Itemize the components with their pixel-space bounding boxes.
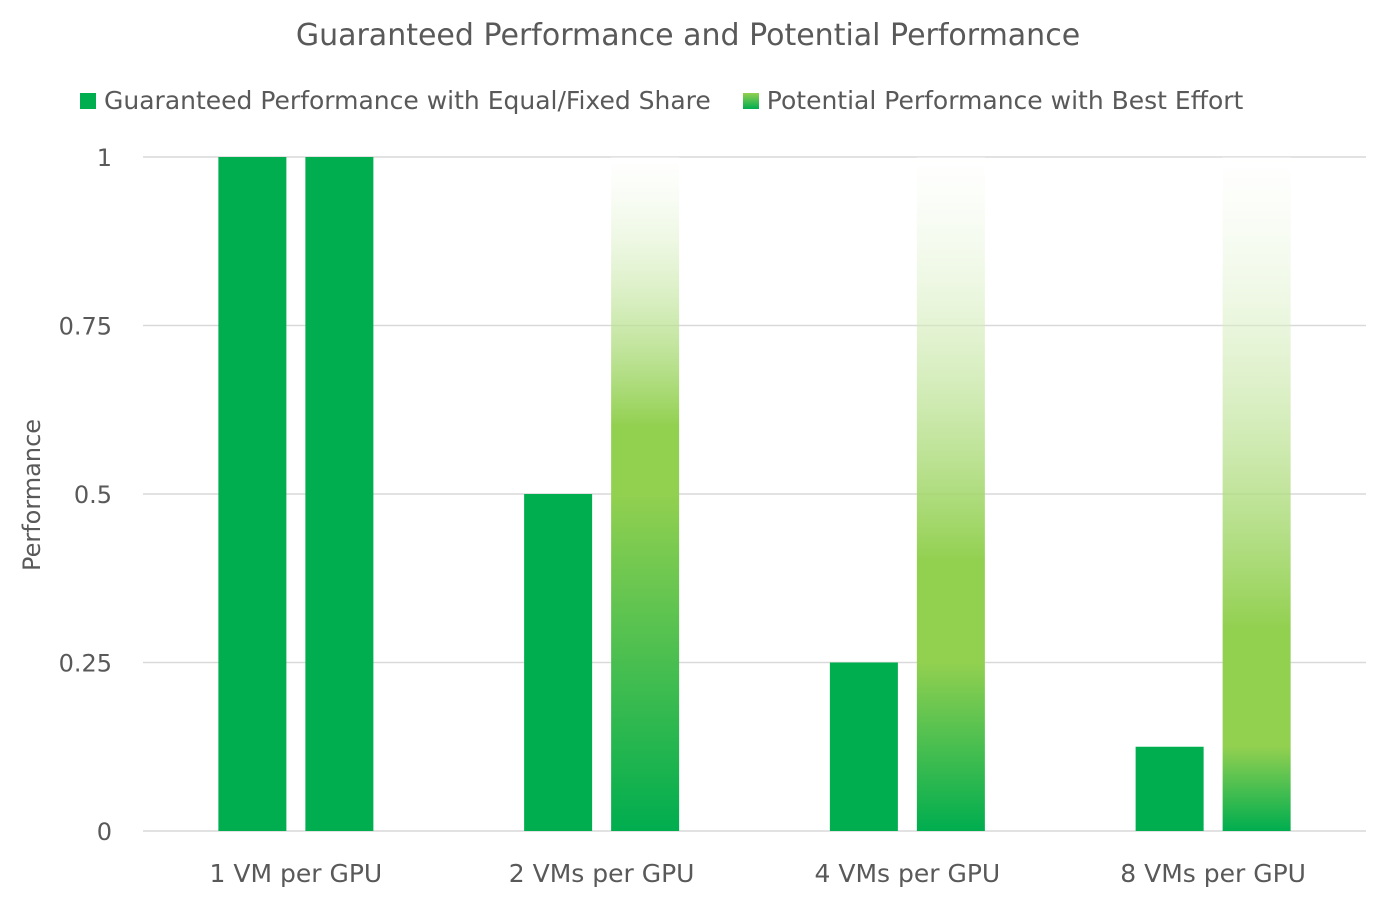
bar-potential [1222, 157, 1291, 831]
legend: Guaranteed Performance with Equal/Fixed … [80, 86, 1243, 115]
y-tick-label: 1 [97, 144, 112, 172]
x-tick-label: 4 VMs per GPU [815, 859, 1001, 888]
bar-potential [305, 157, 374, 831]
bar-potential [916, 157, 985, 831]
y-tick-label: 0.5 [74, 481, 112, 509]
y-tick-label: 0.75 [59, 313, 112, 341]
bar-guaranteed [829, 662, 898, 831]
chart-title: Guaranteed Performance and Potential Per… [295, 18, 1081, 53]
bar-potential [611, 157, 680, 831]
legend-label: Guaranteed Performance with Equal/Fixed … [104, 86, 711, 115]
bar-guaranteed [524, 494, 593, 831]
bar-guaranteed [218, 157, 287, 831]
legend-swatch [80, 92, 96, 109]
y-tick-label: 0 [97, 818, 112, 846]
legend-swatch [742, 92, 759, 109]
bar-guaranteed [1135, 746, 1204, 831]
legend-label: Potential Performance with Best Effort [766, 86, 1244, 115]
x-tick-label: 2 VMs per GPU [509, 859, 695, 888]
y-tick-label: 0.25 [59, 650, 112, 678]
legend-item-potential: Potential Performance with Best Effort [742, 86, 1244, 115]
legend-item-guaranteed: Guaranteed Performance with Equal/Fixed … [80, 86, 711, 115]
x-tick-label: 1 VM per GPU [210, 859, 383, 888]
x-tick-label: 8 VMs per GPU [1120, 859, 1306, 888]
